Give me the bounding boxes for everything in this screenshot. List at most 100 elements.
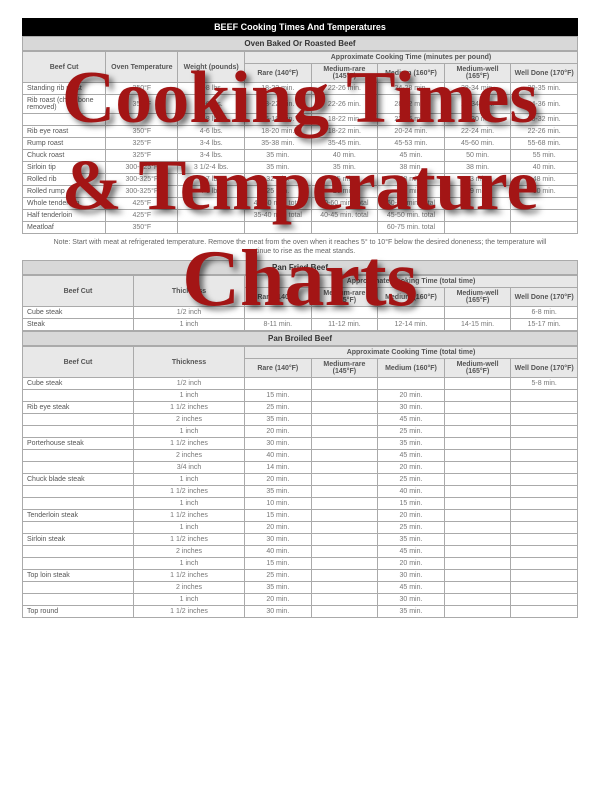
time-cell: 8-11 min. xyxy=(245,319,312,331)
time-cell xyxy=(444,486,511,498)
time-cell: 25 min. xyxy=(245,402,312,414)
cut-cell: Porterhouse steak xyxy=(23,438,134,450)
time-cell xyxy=(311,450,378,462)
time-cell: 30 min. xyxy=(511,186,578,198)
time-cell: 15 min. xyxy=(245,558,312,570)
broiled-table: Beef Cut Thickness Approximate Cooking T… xyxy=(22,346,578,618)
time-cell: 22-24 min. xyxy=(444,126,511,138)
time-cell xyxy=(245,307,312,319)
doneness-header: Medium-well (165°F) xyxy=(444,288,511,307)
time-cell xyxy=(444,558,511,570)
time-cell: 24-28 min. xyxy=(378,83,445,95)
time-cell xyxy=(444,210,511,222)
cut-cell: Half tenderloin xyxy=(23,210,106,222)
cut-cell: Rump roast xyxy=(23,138,106,150)
time-cell xyxy=(311,534,378,546)
time-cell: 18-22 min. xyxy=(244,83,311,95)
cut-cell xyxy=(23,582,134,594)
time-cell: 35 min. xyxy=(245,582,312,594)
time-cell xyxy=(311,222,378,234)
time-cell xyxy=(311,570,378,582)
time-cell xyxy=(444,606,511,618)
time-cell xyxy=(311,522,378,534)
table-row: Sirloin steak1 1/2 inches30 min.35 min. xyxy=(23,534,578,546)
thickness-cell: 1 inch xyxy=(134,522,245,534)
table-row: 2 inches40 min.45 min. xyxy=(23,450,578,462)
time-cell xyxy=(511,510,578,522)
cut-cell: Cube steak xyxy=(23,378,134,390)
doneness-header: Medium-well (165°F) xyxy=(444,64,511,83)
oven-note: Note: Start with meat at refrigerated te… xyxy=(22,234,578,260)
time-cell xyxy=(311,546,378,558)
time-cell xyxy=(311,474,378,486)
thickness-cell: 1 inch xyxy=(134,474,245,486)
cut-cell: Whole tenderloin xyxy=(23,198,106,210)
table-row: 1 inch20 min.30 min. xyxy=(23,594,578,606)
panfried-table: Beef Cut Thickness Approximate Cooking T… xyxy=(22,275,578,331)
time-cell xyxy=(511,570,578,582)
time-cell: 35 min. xyxy=(378,606,445,618)
time-cell: 30-32 min. xyxy=(511,114,578,126)
doneness-header: Medium (160°F) xyxy=(378,359,445,378)
time-cell xyxy=(444,522,511,534)
table-row: 6-8 lbs.15-18 min.18-22 min.22-26 min.28… xyxy=(23,114,578,126)
time-cell: 30 min. xyxy=(378,402,445,414)
time-cell: 18-22 min. xyxy=(311,126,378,138)
weight-cell xyxy=(178,222,245,234)
time-cell: 45 min. xyxy=(378,582,445,594)
time-cell: 35 min. xyxy=(244,162,311,174)
time-cell xyxy=(511,594,578,606)
time-cell: 14-15 min. xyxy=(444,319,511,331)
cut-cell xyxy=(23,114,106,126)
temp-cell: 300-325°F xyxy=(106,174,178,186)
time-cell: 20 min. xyxy=(245,426,312,438)
doneness-header: Medium (160°F) xyxy=(378,288,445,307)
cut-cell: Chuck blade steak xyxy=(23,474,134,486)
time-cell xyxy=(511,606,578,618)
time-cell: 35 min. xyxy=(244,150,311,162)
time-cell xyxy=(311,498,378,510)
temp-cell: 300-325°F xyxy=(106,162,178,174)
table-row: Standing rib roast350°F6-8 lbs.18-22 min… xyxy=(23,83,578,95)
time-cell: 12-14 min. xyxy=(378,319,445,331)
time-cell: 35 min. xyxy=(311,174,378,186)
doneness-header: Well Done (170°F) xyxy=(511,359,578,378)
cut-cell: Standing rib roast xyxy=(23,83,106,95)
thickness-cell: 1 1/2 inches xyxy=(134,570,245,582)
time-cell: 45-50 min. total xyxy=(378,210,445,222)
time-cell xyxy=(444,546,511,558)
table-row: Steak1 inch8-11 min.11-12 min.12-14 min.… xyxy=(23,319,578,331)
time-cell: 35 min. xyxy=(378,438,445,450)
time-cell: 40 min. xyxy=(378,486,445,498)
weight-cell: 6-8 lbs. xyxy=(178,114,245,126)
table-row: 1 inch10 min.15 min. xyxy=(23,498,578,510)
thickness-cell: 1 inch xyxy=(134,390,245,402)
thickness-cell: 1 inch xyxy=(134,594,245,606)
time-cell: 32 min. xyxy=(244,174,311,186)
time-cell xyxy=(511,462,578,474)
doneness-header: Medium-rare (145°F) xyxy=(311,64,378,83)
temp-cell: 425°F xyxy=(106,210,178,222)
doneness-header: Rare (140°F) xyxy=(245,288,312,307)
table-row: 3/4 inch14 min.20 min. xyxy=(23,462,578,474)
time-cell xyxy=(511,438,578,450)
thickness-cell: 3/4 inch xyxy=(134,462,245,474)
time-cell xyxy=(444,462,511,474)
time-cell xyxy=(444,198,511,210)
time-cell: 45-60 min. total xyxy=(244,198,311,210)
time-cell: 22-26 min. xyxy=(511,126,578,138)
table-row: 2 inches40 min.45 min. xyxy=(23,546,578,558)
time-group-header: Approximate Cooking Time (minutes per po… xyxy=(244,52,577,64)
temp-cell xyxy=(106,114,178,126)
time-cell xyxy=(444,378,511,390)
time-cell xyxy=(511,198,578,210)
time-cell: 40-45 min. total xyxy=(311,210,378,222)
time-cell: 38 min. xyxy=(378,174,445,186)
table-row: 1 inch20 min.25 min. xyxy=(23,426,578,438)
time-cell xyxy=(511,558,578,570)
thickness-cell: 1 inch xyxy=(134,498,245,510)
table-row: Tenderloin steak1 1/2 inches15 min.20 mi… xyxy=(23,510,578,522)
table-row: Rib roast (chine bone removed)350°F4-6 l… xyxy=(23,95,578,114)
time-cell xyxy=(444,426,511,438)
time-cell: 35 min. xyxy=(311,162,378,174)
